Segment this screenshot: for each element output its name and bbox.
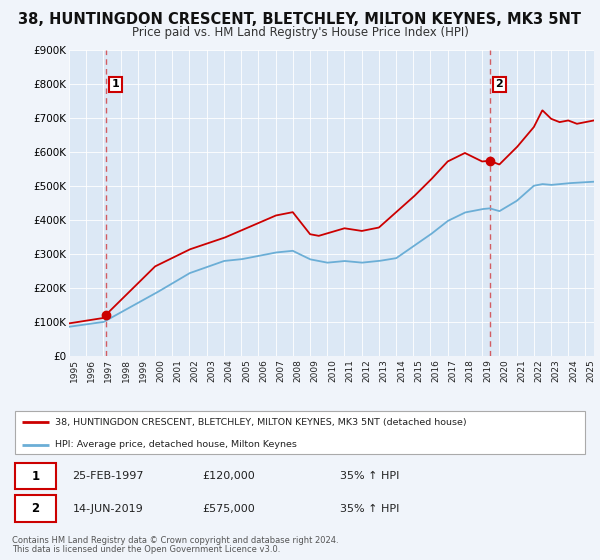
Text: 2020: 2020: [500, 360, 509, 382]
Text: 38, HUNTINGDON CRESCENT, BLETCHLEY, MILTON KEYNES, MK3 5NT (detached house): 38, HUNTINGDON CRESCENT, BLETCHLEY, MILT…: [55, 418, 467, 427]
Text: 14-JUN-2019: 14-JUN-2019: [73, 504, 143, 514]
Text: 2009: 2009: [311, 360, 320, 382]
Text: 2010: 2010: [328, 360, 337, 382]
Text: 1: 1: [32, 469, 40, 483]
Text: 1996: 1996: [87, 360, 96, 382]
Text: 2018: 2018: [466, 360, 475, 382]
Text: 2025: 2025: [586, 360, 595, 382]
FancyBboxPatch shape: [15, 496, 56, 522]
Text: 2004: 2004: [225, 360, 234, 382]
Text: 2001: 2001: [173, 360, 182, 382]
Text: 1998: 1998: [121, 360, 131, 382]
Text: This data is licensed under the Open Government Licence v3.0.: This data is licensed under the Open Gov…: [12, 545, 280, 554]
Text: 2015: 2015: [414, 360, 423, 382]
Text: 2023: 2023: [552, 360, 561, 382]
Text: 35% ↑ HPI: 35% ↑ HPI: [340, 504, 400, 514]
Text: £120,000: £120,000: [202, 471, 255, 481]
Text: 2021: 2021: [517, 360, 526, 382]
Text: HPI: Average price, detached house, Milton Keynes: HPI: Average price, detached house, Milt…: [55, 440, 297, 449]
Text: 2003: 2003: [208, 360, 217, 382]
Text: £575,000: £575,000: [202, 504, 255, 514]
Text: 2013: 2013: [380, 360, 389, 382]
Text: 2014: 2014: [397, 360, 406, 382]
Text: 25-FEB-1997: 25-FEB-1997: [73, 471, 144, 481]
Text: 2006: 2006: [259, 360, 268, 382]
Text: 1995: 1995: [70, 360, 79, 382]
Text: 2: 2: [496, 80, 503, 89]
Text: Contains HM Land Registry data © Crown copyright and database right 2024.: Contains HM Land Registry data © Crown c…: [12, 536, 338, 545]
FancyBboxPatch shape: [15, 411, 584, 455]
Text: 2011: 2011: [345, 360, 354, 382]
Text: 1999: 1999: [139, 360, 148, 382]
Text: 2016: 2016: [431, 360, 440, 382]
Text: 2024: 2024: [569, 360, 578, 382]
Text: 1997: 1997: [104, 360, 113, 382]
Text: 2007: 2007: [277, 360, 286, 382]
Text: 38, HUNTINGDON CRESCENT, BLETCHLEY, MILTON KEYNES, MK3 5NT: 38, HUNTINGDON CRESCENT, BLETCHLEY, MILT…: [19, 12, 581, 27]
Text: 35% ↑ HPI: 35% ↑ HPI: [340, 471, 400, 481]
Text: 2019: 2019: [483, 360, 492, 382]
Text: 2005: 2005: [242, 360, 251, 382]
Text: Price paid vs. HM Land Registry's House Price Index (HPI): Price paid vs. HM Land Registry's House …: [131, 26, 469, 39]
Text: 2: 2: [32, 502, 40, 515]
Text: 2012: 2012: [362, 360, 371, 382]
Text: 2017: 2017: [449, 360, 458, 382]
Text: 2000: 2000: [156, 360, 165, 382]
Text: 2002: 2002: [190, 360, 199, 382]
Text: 2008: 2008: [293, 360, 302, 382]
FancyBboxPatch shape: [15, 463, 56, 489]
Text: 2022: 2022: [535, 360, 544, 382]
Text: 1: 1: [112, 80, 119, 89]
